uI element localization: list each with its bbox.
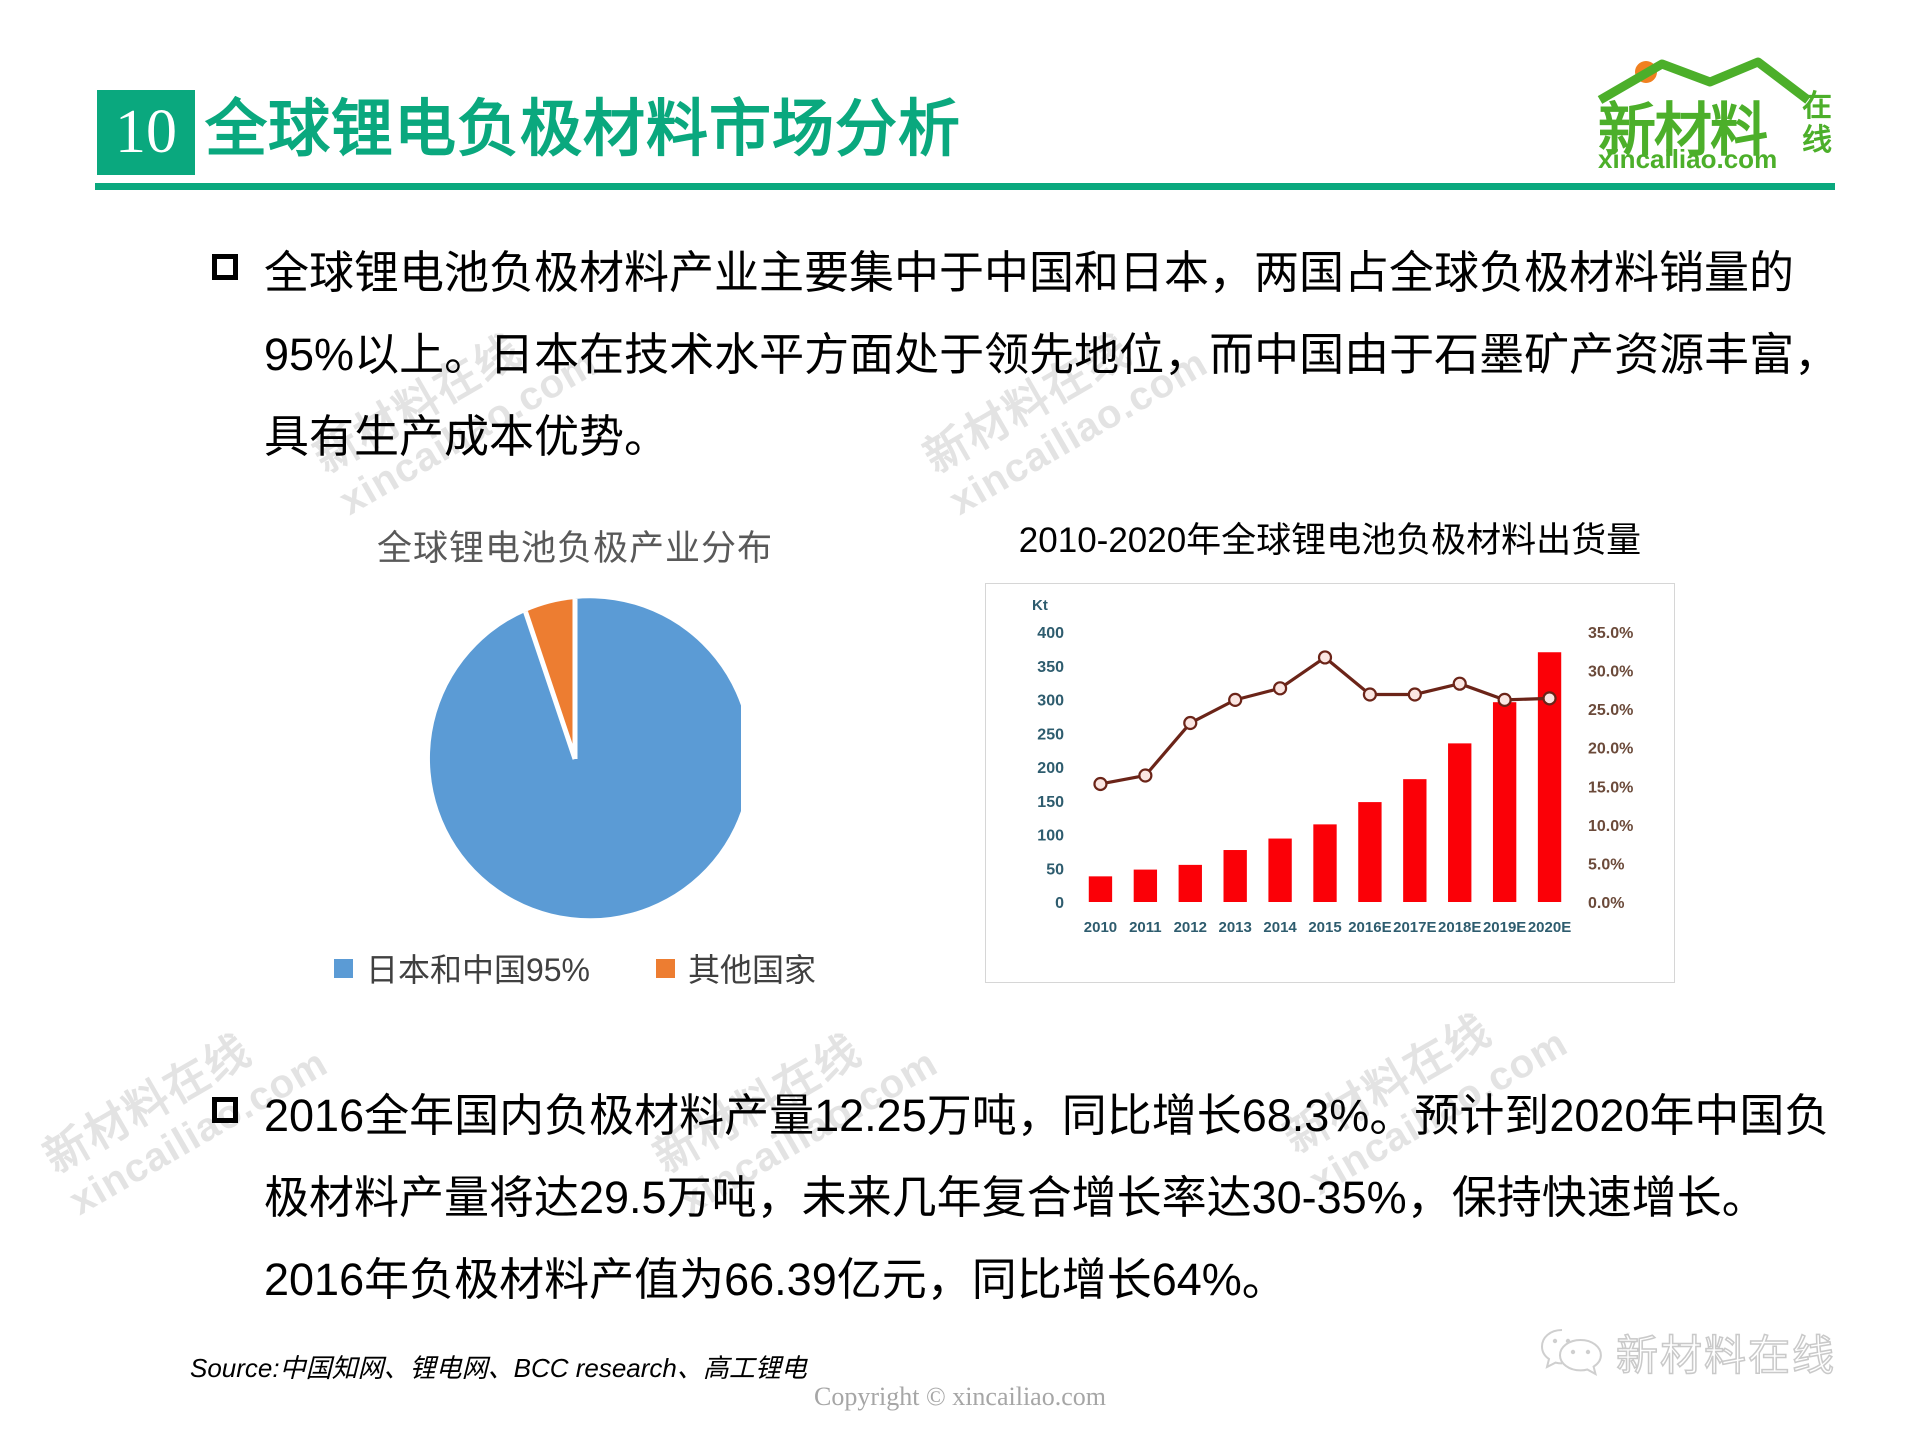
- wechat-badge: 新材料在线: [1540, 1322, 1836, 1383]
- bar-chart-title: 2010-2020年全球锂电池负极材料出货量: [1018, 521, 1642, 560]
- bar: [1358, 802, 1382, 902]
- x-axis-tick-label: 2016E: [1348, 919, 1391, 936]
- y2-axis-tick-label: 15.0%: [1588, 779, 1633, 796]
- line-marker: [1272, 681, 1288, 696]
- bar: [1448, 743, 1472, 902]
- bar: [1268, 838, 1292, 902]
- x-axis-tick-label: 2015: [1308, 919, 1341, 936]
- x-axis-tick-label: 2012: [1174, 919, 1207, 936]
- y2-axis-tick-label: 5.0%: [1588, 856, 1624, 873]
- svg-text:线: 线: [1802, 124, 1832, 157]
- y-axis-unit-label: Kt: [1032, 597, 1048, 614]
- y2-axis-tick-label: 30.0%: [1588, 664, 1633, 681]
- legend-label: 日本和中国95%: [365, 952, 591, 988]
- copyright-note: Copyright © xincailiao.com: [814, 1382, 1106, 1411]
- growth-rate-line: [1100, 655, 1550, 786]
- svg-text:新材料: 新材料: [1598, 98, 1768, 163]
- page-title: 全球锂电负极材料市场分析: [205, 95, 962, 164]
- line-marker: [1497, 692, 1512, 707]
- line-marker: [1317, 650, 1333, 665]
- slide-number-badge: 10: [97, 90, 195, 175]
- y-axis-tick-label: 200: [1037, 760, 1064, 777]
- y-axis-tick-label: 100: [1037, 828, 1064, 845]
- y-axis-tick-label: 150: [1037, 794, 1064, 811]
- bar-chart-card: Kt 0 50 100 150 200 250 300 350 400 0.0% 5.0% 10.0% 1…: [985, 583, 1675, 983]
- bullet-paragraph-2: 2016全年国内负极材料产量12.25万吨，同比增长68.3%。预计到2020年…: [212, 1075, 1842, 1321]
- legend-swatch-blue: [333, 958, 353, 978]
- source-note: Source:中国知网、锂电网、BCC research、高工锂电: [190, 1353, 807, 1383]
- pie-chart-legend: 日本和中国95% 其他国家: [255, 945, 895, 991]
- y-axis-tick-label: 350: [1037, 659, 1064, 676]
- bar: [1537, 652, 1562, 902]
- line-marker: [1138, 768, 1153, 783]
- y2-axis-tick-label: 0.0%: [1588, 895, 1624, 912]
- y-axis-tick-label: 400: [1037, 625, 1064, 642]
- legend-item-japan-china: 日本和中国95%: [333, 945, 591, 991]
- bar-chart-svg: Kt 0 50 100 150 200 250 300 350 400 0.0% 5.0% 10.0% 1…: [1032, 597, 1633, 936]
- bar: [1223, 850, 1247, 902]
- bar: [1088, 876, 1113, 902]
- y-axis-tick-label: 0: [1055, 895, 1064, 912]
- pie-chart: 全球锂电池负极产业分布 日本和中国95% 其他国家: [255, 520, 895, 1000]
- line-marker: [1407, 687, 1422, 702]
- svg-text:xincailiao.com: xincailiao.com: [1598, 144, 1777, 170]
- y-axis-tick-label: 50: [1046, 861, 1064, 878]
- legend-swatch-orange: [656, 958, 676, 978]
- bullet-text: 2016全年国内负极材料产量12.25万吨，同比增长68.3%。预计到2020年…: [264, 1090, 1830, 1305]
- line-marker: [1093, 776, 1108, 792]
- line-marker: [1452, 676, 1467, 691]
- y2-axis-tick-label: 35.0%: [1588, 625, 1633, 642]
- legend-item-others: 其他国家: [656, 945, 816, 991]
- shipment-combo-chart: 2010-2020年全球锂电池负极材料出货量 Kt 0 50 100 150 200 250…: [985, 512, 1675, 992]
- wechat-label: 新材料在线: [1615, 1331, 1837, 1380]
- title-underline-rule: [95, 183, 1835, 190]
- x-axis-tick-label: 2010: [1084, 919, 1117, 936]
- bar: [1403, 779, 1427, 902]
- svg-text:在: 在: [1802, 90, 1832, 123]
- x-axis-tick-label: 2017E: [1393, 919, 1436, 936]
- y-axis-tick-label: 300: [1037, 693, 1064, 710]
- line-marker: [1228, 692, 1243, 707]
- x-axis-tick-label: 2020E: [1528, 919, 1571, 936]
- y-axis-tick-label: 250: [1037, 726, 1064, 743]
- slide-header: 10 全球锂电负极材料市场分析 新材料 在 线 xincailiao.com: [0, 0, 1920, 200]
- bar: [1133, 869, 1158, 902]
- x-axis-tick-label: 2013: [1218, 919, 1251, 936]
- x-axis-tick-label: 2014: [1263, 919, 1297, 936]
- pie-slice-japan-china: [429, 598, 741, 919]
- bar: [1313, 824, 1337, 902]
- brand-logo-icon: 新材料 在 线 xincailiao.com: [1597, 57, 1832, 170]
- square-bullet-icon: [212, 1097, 238, 1123]
- bullet-text: 全球锂电池负极材料产业主要集中于中国和日本，两国占全球负极材料销量的95%以上。…: [264, 247, 1840, 462]
- bullet-paragraph-1: 全球锂电池负极材料产业主要集中于中国和日本，两国占全球负极材料销量的95%以上。…: [212, 232, 1842, 478]
- pie-chart-title: 全球锂电池负极产业分布: [376, 529, 773, 568]
- y2-axis-tick-label: 25.0%: [1588, 702, 1633, 719]
- brand-logo: 新材料 在 线 xincailiao.com: [1590, 38, 1880, 170]
- line-marker: [1362, 687, 1378, 702]
- x-axis-tick-label: 2011: [1129, 919, 1162, 936]
- legend-label: 其他国家: [688, 952, 817, 988]
- square-bullet-icon: [212, 254, 238, 280]
- wechat-icon: [1540, 1328, 1602, 1376]
- bar: [1178, 864, 1202, 902]
- x-axis-tick-label: 2018E: [1438, 919, 1481, 936]
- pie-chart-plot: [365, 593, 785, 923]
- line-marker: [1183, 715, 1198, 731]
- y2-axis-tick-label: 10.0%: [1588, 818, 1633, 835]
- bar: [1492, 702, 1517, 902]
- y2-axis-tick-label: 20.0%: [1588, 741, 1633, 758]
- pie-chart-svg: [429, 598, 741, 919]
- x-axis-tick-label: 2019E: [1483, 919, 1526, 936]
- line-marker: [1542, 691, 1557, 706]
